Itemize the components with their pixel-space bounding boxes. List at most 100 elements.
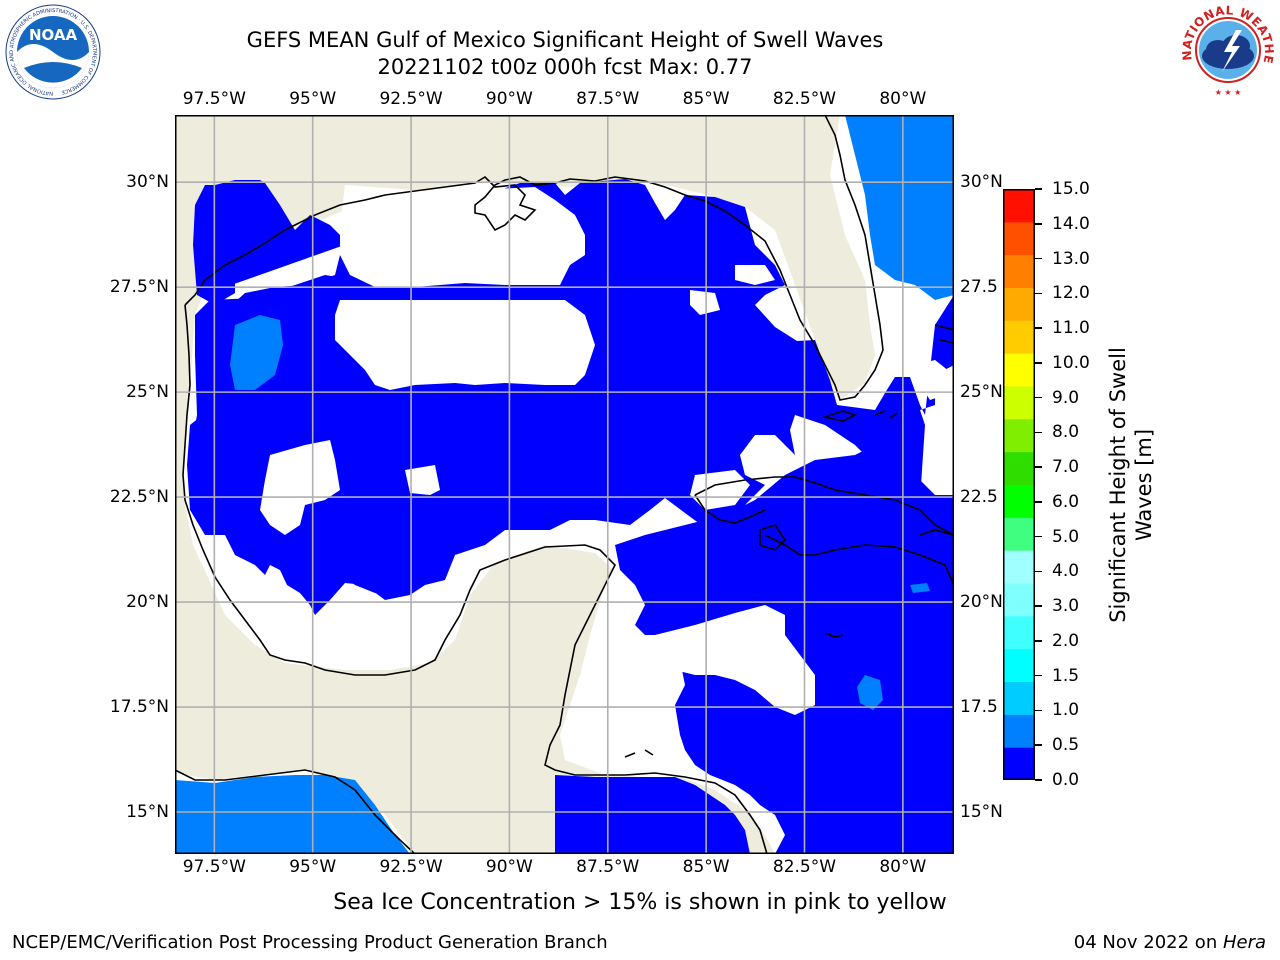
colorbar-segment [1003, 747, 1035, 780]
lat-tick-label-right: 22.5 [960, 487, 998, 508]
coastlines [175, 115, 954, 854]
colorbar-segment [1003, 484, 1035, 518]
colorbar-frame [1003, 189, 1035, 780]
lat-tick-label-left: 30°N [126, 172, 169, 193]
colorbar-segment [1003, 615, 1035, 650]
colorbar-tick-mark [1035, 779, 1042, 781]
colorbar-tick-label: 7.0 [1052, 457, 1080, 478]
lon-tick-label-bottom: 95°W [289, 857, 337, 877]
lon-tick-label-bottom: 92.5°W [379, 857, 443, 877]
colorbar-tick-mark [1035, 640, 1042, 642]
colorbar-tick-label: 0.0 [1052, 770, 1080, 790]
colorbar-tick-mark [1035, 744, 1042, 746]
lat-tick-label-right: 27.5 [960, 277, 998, 298]
lon-tick-label-top: 92.5°W [379, 89, 443, 109]
colorbar-segment [1003, 583, 1035, 617]
colorbar-tick-mark [1035, 292, 1042, 295]
lat-tick-label-right: 30°N [960, 172, 1003, 193]
colorbar-tick-label: 2.0 [1052, 630, 1080, 651]
swell-none-regions [260, 185, 954, 715]
colorbar-tick-label: 10.0 [1052, 352, 1090, 373]
lat-tick-label-left: 22.5°N [109, 487, 169, 508]
colorbar-tick-label: 0.5 [1052, 735, 1080, 756]
swell-mid-regions [175, 115, 954, 854]
colorbar-tick-mark [1035, 535, 1042, 538]
lon-tick-label-top: 90°W [485, 89, 533, 109]
colorbar-segment [1003, 353, 1035, 387]
colorbar [1003, 189, 1035, 780]
colorbar-segment [1003, 287, 1035, 321]
lon-tick-label-top: 80°W [879, 89, 927, 109]
colorbar-tick-mark [1035, 327, 1042, 329]
lon-tick-label-top: 97.5°W [182, 89, 246, 109]
colorbar-tick-mark [1035, 188, 1042, 190]
colorbar-segment [1003, 550, 1035, 584]
colorbar-tick-label: 8.0 [1052, 422, 1080, 443]
lat-tick-label-right: 15°N [960, 802, 1003, 822]
lon-tick-label-bottom: 80°W [879, 857, 927, 877]
colorbar-tick-label: 12.0 [1052, 283, 1090, 304]
gridlines [175, 115, 954, 854]
colorbar-tick-label: 15.0 [1052, 179, 1090, 199]
colorbar-segment [1003, 386, 1035, 420]
lon-tick-label-top: 95°W [289, 89, 337, 109]
colorbar-label: Significant Height of Swell Waves [m] [1105, 347, 1157, 623]
colorbar-tick-label: 1.5 [1052, 665, 1080, 686]
svg-text:★ ★ ★: ★ ★ ★ [1215, 88, 1242, 97]
lat-tick-label-left: 27.5°N [109, 277, 169, 298]
plot-title-line1: GEFS MEAN Gulf of Mexico Significant Hei… [246, 28, 884, 52]
colorbar-tick-label: 11.0 [1052, 318, 1090, 339]
map-panel [175, 115, 954, 854]
colorbar-tick-label: 5.0 [1052, 526, 1080, 547]
footer-date-text: 04 Nov 2022 on [1073, 932, 1223, 953]
colorbar-tick-label: 13.0 [1052, 248, 1090, 269]
lat-tick-label-left: 20°N [126, 592, 169, 613]
colorbar-tick-mark [1035, 570, 1042, 573]
sea-ice-note: Sea Ice Concentration > 15% is shown in … [333, 890, 947, 915]
colorbar-tick-mark [1035, 362, 1042, 364]
lat-tick-label-left: 15°N [126, 802, 169, 822]
colorbar-tick-mark [1035, 396, 1042, 399]
colorbar-tick-label: 1.0 [1052, 700, 1080, 721]
lon-tick-label-bottom: 85°W [682, 857, 730, 877]
noaa-logo: NOAA NATIONAL OCEANIC AND ATMOSPHERIC AD… [5, 4, 101, 100]
lat-tick-label-right: 17.5 [960, 697, 998, 718]
colorbar-segment [1003, 221, 1035, 256]
lat-tick-label-left: 25°N [126, 382, 169, 403]
colorbar-segment [1003, 714, 1035, 748]
lon-tick-label-top: 85°W [682, 89, 730, 109]
colorbar-tick-label: 6.0 [1052, 491, 1080, 512]
lon-tick-label-top: 87.5°W [576, 89, 640, 109]
colorbar-label-line1: Significant Height of Swell [1106, 347, 1130, 623]
lon-tick-label-bottom: 90°W [485, 857, 533, 877]
lat-tick-label-right: 25°N [960, 382, 1003, 403]
colorbar-segment [1003, 189, 1035, 223]
lon-tick-label-bottom: 97.5°W [182, 857, 246, 877]
colorbar-tick-mark [1035, 257, 1042, 260]
colorbar-segment [1003, 451, 1035, 485]
colorbar-tick-mark [1035, 605, 1042, 607]
colorbar-tick-mark [1035, 501, 1042, 503]
lon-tick-label-bottom: 87.5°W [576, 857, 640, 877]
colorbar-tick-label: 3.0 [1052, 596, 1080, 617]
colorbar-tick-label: 9.0 [1052, 387, 1080, 408]
lon-tick-label-bottom: 82.5°W [772, 857, 837, 877]
colorbar-tick-mark [1035, 431, 1042, 434]
nws-logo: NATIONAL WEATHER SERVICE ★ ★ ★ [1178, 0, 1276, 98]
colorbar-tick-label: 14.0 [1052, 213, 1090, 234]
colorbar-segment [1003, 320, 1035, 354]
colorbar-label-line2: Waves [m] [1132, 428, 1156, 542]
lat-tick-label-left: 17.5°N [109, 697, 169, 718]
plot-title-line2: 20221102 t00z 000h fcst Max: 0.77 [377, 55, 753, 79]
colorbar-segment [1003, 517, 1035, 551]
colorbar-tick-mark [1035, 674, 1042, 677]
map-frame [175, 115, 954, 854]
lon-tick-label-top: 82.5°W [772, 89, 837, 109]
footer-credit: NCEP/EMC/Verification Post Processing Pr… [12, 932, 608, 953]
noaa-logo-text: NOAA [29, 26, 78, 44]
lat-tick-label-right: 20°N [960, 592, 1003, 613]
colorbar-tick-mark [1035, 223, 1042, 225]
footer-date: 04 Nov 2022 on Hera [1074, 932, 1266, 953]
colorbar-segment [1003, 648, 1035, 682]
footer-machine: Hera [1222, 932, 1266, 953]
